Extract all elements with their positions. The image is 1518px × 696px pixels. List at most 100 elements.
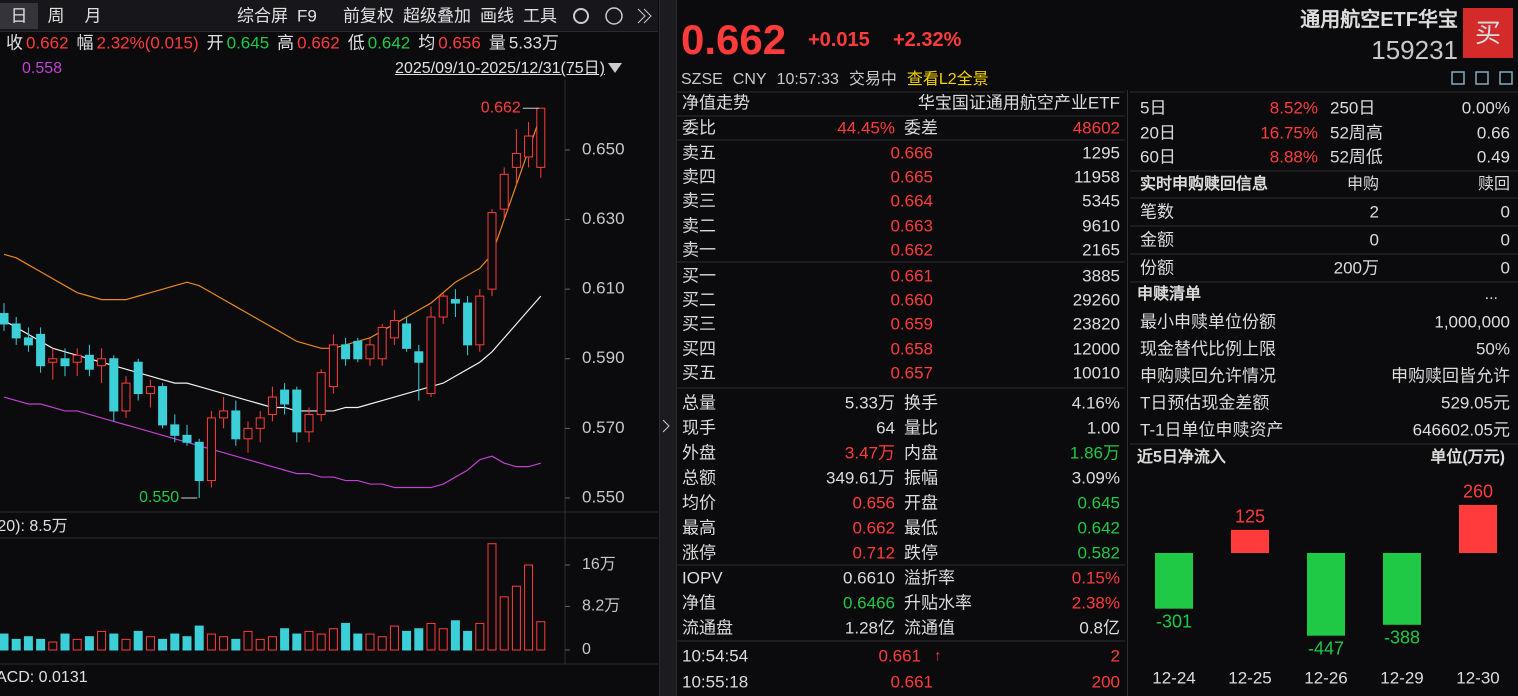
volume-bar	[243, 630, 253, 651]
dropdown-icon	[608, 63, 622, 73]
l2-link[interactable]: 查看L2全景	[906, 71, 989, 88]
volume-bar	[353, 633, 363, 651]
toolbar-button[interactable]: 画线	[480, 6, 514, 26]
period-tab[interactable]: 日	[10, 6, 28, 26]
candle-body	[182, 434, 192, 443]
ratio-value: 48602	[1072, 118, 1120, 138]
candle-body	[414, 351, 424, 363]
flow-bar	[1383, 553, 1421, 625]
panel-icon	[1499, 71, 1513, 85]
ratio-value: 44.45%	[837, 118, 895, 138]
row-value: 0	[1369, 230, 1379, 250]
x-tick-label: 12-24	[1152, 668, 1195, 687]
candle-body	[267, 396, 277, 415]
ratio-label: 委比	[682, 118, 716, 138]
order-volume: 3885	[1082, 266, 1120, 286]
toolbar-button[interactable]: 前复权	[343, 6, 394, 26]
volume-bar	[328, 628, 338, 651]
volume-bar	[487, 543, 497, 651]
period-tab[interactable]: 月	[84, 6, 102, 26]
row-value: 申购赎回皆允许	[1391, 366, 1510, 386]
volume-ma-label: (20): 8.5万	[0, 518, 68, 535]
volume-bar	[402, 630, 412, 651]
volume-bar	[182, 636, 192, 651]
panel-divider[interactable]	[659, 0, 677, 696]
candle-body	[365, 344, 375, 360]
ma-label: 0.558	[22, 60, 63, 77]
stat-label: 均价	[682, 493, 716, 513]
row-label: 份额	[1140, 258, 1174, 278]
y-tick-label: 0.650	[582, 139, 625, 158]
quote-label: 开	[206, 33, 224, 53]
order-volume: 10010	[1072, 363, 1120, 383]
candle-body	[316, 372, 326, 415]
stat-label: 换手	[904, 393, 938, 413]
quote-meta: CNY	[732, 71, 767, 88]
toolbar-button[interactable]: 超级叠加	[403, 6, 471, 26]
order-level: 买四	[682, 339, 716, 359]
order-level: 买一	[682, 266, 716, 286]
date-range[interactable]: 2025/09/10-2025/12/31(75日)	[395, 60, 605, 77]
volume-bar	[438, 628, 448, 651]
candle-body	[353, 340, 363, 360]
period-tab[interactable]: 周	[47, 6, 65, 26]
collapse-icon	[637, 8, 646, 24]
stat-value: 0.15%	[1071, 568, 1120, 588]
period-label: 20日	[1140, 123, 1176, 142]
candle-body	[48, 358, 58, 363]
quote-label: 高	[277, 33, 295, 53]
period-label: 52周高	[1330, 123, 1383, 142]
candle-body	[231, 410, 241, 440]
stat-label: 升贴水率	[904, 593, 972, 613]
y-tick-label: 0	[582, 641, 591, 658]
candle-body	[511, 152, 521, 168]
row-value: 0	[1500, 202, 1510, 222]
volume-bar	[511, 585, 521, 651]
toolbar-button[interactable]: 综合屏	[237, 6, 288, 26]
quote-meta: SZSE	[681, 71, 723, 88]
flow-bar	[1155, 553, 1193, 609]
trade-time: 10:55:18	[682, 672, 749, 692]
stat-label: 最低	[904, 518, 938, 538]
toolbar-button[interactable]: 工具	[523, 6, 557, 26]
candle-body	[23, 337, 33, 346]
period-tab-active[interactable]	[0, 3, 38, 29]
row-value: 1,000,000	[1434, 312, 1510, 332]
quote-label: 低	[347, 33, 365, 53]
x-tick-label: 12-29	[1380, 668, 1423, 687]
order-price: 0.666	[890, 143, 933, 163]
buy-button-label[interactable]: 买	[1474, 18, 1502, 48]
last-price: 0.662	[681, 16, 787, 63]
stat-label: 内盘	[904, 443, 938, 463]
quote-value: 0.662	[26, 33, 69, 53]
order-level: 卖三	[682, 191, 716, 211]
value-label: -447	[1308, 638, 1344, 658]
row-value: 646602.05元	[1412, 420, 1510, 440]
volume-bar	[377, 636, 387, 651]
stat-label: 净值	[682, 593, 716, 613]
period-label: 5日	[1140, 98, 1167, 118]
chart-title: 近5日净流入	[1137, 449, 1226, 466]
x-tick-label: 12-30	[1456, 668, 1499, 687]
row-label: 现金替代比例上限	[1140, 339, 1276, 359]
nav-tab[interactable]: 净值走势	[682, 93, 750, 113]
toolbar-button[interactable]: F9	[297, 6, 317, 26]
order-price: 0.660	[890, 290, 933, 310]
buy-button[interactable]	[1463, 8, 1513, 58]
volume-bar	[170, 633, 180, 651]
order-level: 卖二	[682, 216, 716, 236]
quote-meta: 交易中	[848, 71, 897, 88]
volume-bar	[121, 638, 131, 651]
volume-bar	[219, 636, 229, 651]
value-label: -301	[1156, 611, 1192, 631]
volume-bar	[280, 628, 290, 651]
y-tick-label: 0.610	[582, 279, 625, 298]
period-value: 0.49	[1476, 147, 1510, 167]
right-divider	[1127, 90, 1128, 696]
column-header: 申购	[1346, 176, 1379, 193]
more-button[interactable]: ...	[1484, 286, 1498, 303]
period-value: 0.00%	[1461, 98, 1510, 118]
trade-volume: 200	[1091, 672, 1120, 692]
candle-body	[133, 361, 143, 395]
order-level: 卖五	[682, 143, 716, 163]
